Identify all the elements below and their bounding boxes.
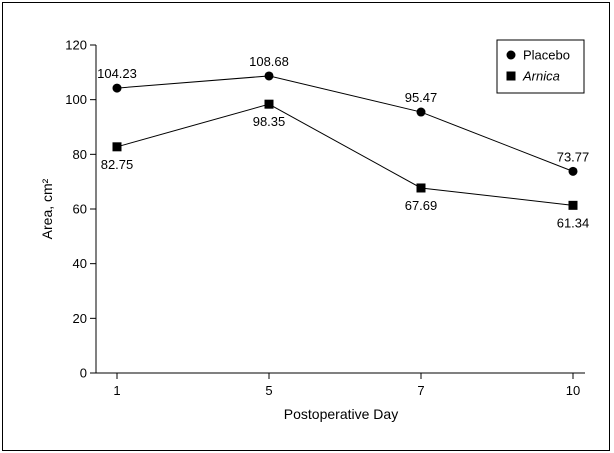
y-tick-label: 0 [80,366,87,381]
data-point-placebo [568,166,578,176]
x-tick-label: 7 [417,383,424,398]
data-point-placebo [416,107,426,117]
legend-label: Placebo [523,48,570,63]
legend-box [496,39,585,94]
series-line-arnica [116,103,574,206]
series-line-placebo [116,75,574,172]
legend: Placebo Arnica [496,39,585,94]
data-label: 61.34 [557,215,590,230]
y-tick-label: 80 [73,147,87,162]
y-tick-label: 100 [65,92,87,107]
data-point-placebo [264,71,274,81]
axes: 0 20 40 60 80 100 120 1 5 7 10 Postoperative Day Are… [39,38,585,422]
data-label: 67.69 [405,198,438,213]
x-tick-label: 5 [265,383,272,398]
data-label: 82.75 [101,157,134,172]
data-label: 104.23 [97,66,137,81]
x-tick-label: 10 [566,383,580,398]
y-tick-label: 40 [73,256,87,271]
data-point-arnica [264,99,274,109]
data-point-placebo [112,83,122,93]
y-tick-label: 60 [73,202,87,217]
data-point-arnica [568,200,578,210]
data-point-arnica [416,183,426,193]
y-tick-label: 20 [73,311,87,326]
data-labels: 104.23 108.68 95.47 73.77 82.75 98.35 67.69 61.… [97,54,589,230]
legend-marker-square [506,71,516,81]
y-tick-label: 120 [65,38,87,53]
legend-label: Arnica [522,69,560,84]
x-axis-title: Postoperative Day [284,406,398,422]
y-axis-title: Area, cm² [39,178,55,239]
legend-marker-circle [506,50,516,60]
data-label: 95.47 [405,90,438,105]
series-layer [112,71,578,210]
data-label: 108.68 [249,54,289,69]
x-tick-label: 1 [113,383,120,398]
data-label: 98.35 [253,114,286,129]
data-label: 73.77 [557,149,590,164]
data-point-arnica [112,142,122,152]
